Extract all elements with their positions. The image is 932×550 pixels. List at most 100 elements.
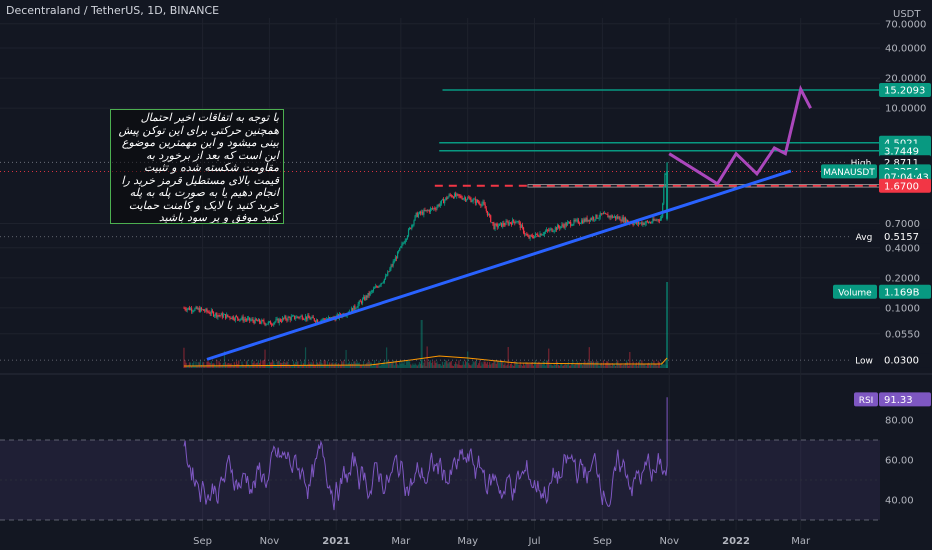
candle-body [188,307,191,310]
volume-bar [365,363,367,368]
volume-bar [633,365,635,368]
candle-body [307,315,309,320]
volume-bar [543,361,545,368]
volume-bar [502,361,504,368]
candle-body [482,201,484,204]
candle-body [278,319,280,323]
y-tick-label: 0.0550 [885,329,920,340]
candle-body [532,237,535,239]
candle-body [445,197,447,200]
candle-body [544,231,547,233]
volume-bar [344,365,346,368]
volume-bar [201,362,204,368]
time-axis[interactable]: Sep Nov 2021 Mar May Jul Sep Nov 2022 Mar [193,536,811,547]
candle-body [237,316,239,319]
candle-body [426,210,428,211]
volume-bar [264,349,266,368]
candle-body [321,319,323,321]
candle-body [317,319,319,323]
candle-body [257,319,260,322]
candle-body [310,318,312,320]
volume-bar [297,361,299,368]
candle-body [657,219,659,221]
volume-bar [359,365,361,368]
volume-bar [538,361,540,368]
volume-bar [223,351,226,368]
volume-bar [406,360,409,368]
candle-body [588,219,590,222]
volume-bar [469,364,471,368]
candle-body [261,320,263,324]
volume-bar [407,361,410,368]
candle-body [210,310,212,314]
candle-body [304,316,307,320]
candle-body [651,222,653,224]
candle-body [197,308,199,310]
volume-bar [563,364,565,368]
candle-body [608,215,610,218]
candles [183,162,669,327]
volume-bar [499,360,502,368]
candle-body [462,198,464,200]
candle-body [383,278,386,283]
candle-body [536,233,538,235]
rsi-pane: 80.00 60.00 40.00 [0,397,914,521]
candle-body [507,221,509,225]
volume-bar [513,365,515,368]
volume-bar [495,363,497,368]
volume-bar [434,360,436,368]
volume-bar [542,361,544,368]
x-tick-label: 2022 [722,536,750,547]
candle-body [192,310,194,312]
candle-body [291,315,294,317]
volume-bar [242,364,244,368]
volume-bar [396,364,399,368]
candle-body [452,196,455,199]
candle-body [650,222,652,224]
volume-bar [363,360,365,368]
y-tick-label: 20.0000 [885,74,926,85]
volume-bar [436,361,438,368]
volume-bar [655,363,657,368]
volume-bar [303,361,306,368]
trendline[interactable] [206,169,792,361]
volume-bar [393,365,395,368]
volume-bar [516,362,518,368]
candle-body [254,318,256,324]
volume-bar [380,364,382,368]
candle-body [228,316,230,318]
candle-body [238,318,240,321]
candle-body [430,208,433,210]
candle-body [194,308,196,311]
candle-body [355,308,357,309]
price-axis[interactable]: 70.0000 40.0000 20.0000 10.0000 0.7000 0.4000… [885,9,926,340]
projection-path[interactable] [668,84,812,186]
volume-bar [643,364,645,368]
price-label-cur [821,164,877,179]
volume-bar [627,362,629,368]
volume-bar [273,360,275,368]
candle-body [187,307,189,309]
candle-body [479,202,481,205]
candle-body [224,314,227,319]
horizontal-levels[interactable] [0,89,881,361]
volume-bar [634,364,636,368]
candle-body [556,225,559,230]
price-label-avg [851,229,877,244]
candle-body [449,194,451,196]
volume-bar [518,364,520,368]
volume-bar [527,363,529,368]
candle-body [283,317,285,319]
price-label-text: High [851,159,872,169]
rsi-line [183,397,668,511]
volume-bar [458,360,460,368]
volume-bar [206,361,208,368]
candle-body [570,222,572,226]
volume-bar [637,361,640,368]
candle-body [280,321,283,322]
volume-bar [475,360,478,368]
candle-body [270,324,273,326]
annotation-note[interactable]: با توجه به اتفاقات اخیر احتمال همچنین حر… [110,109,284,224]
volume-bar [416,365,418,368]
